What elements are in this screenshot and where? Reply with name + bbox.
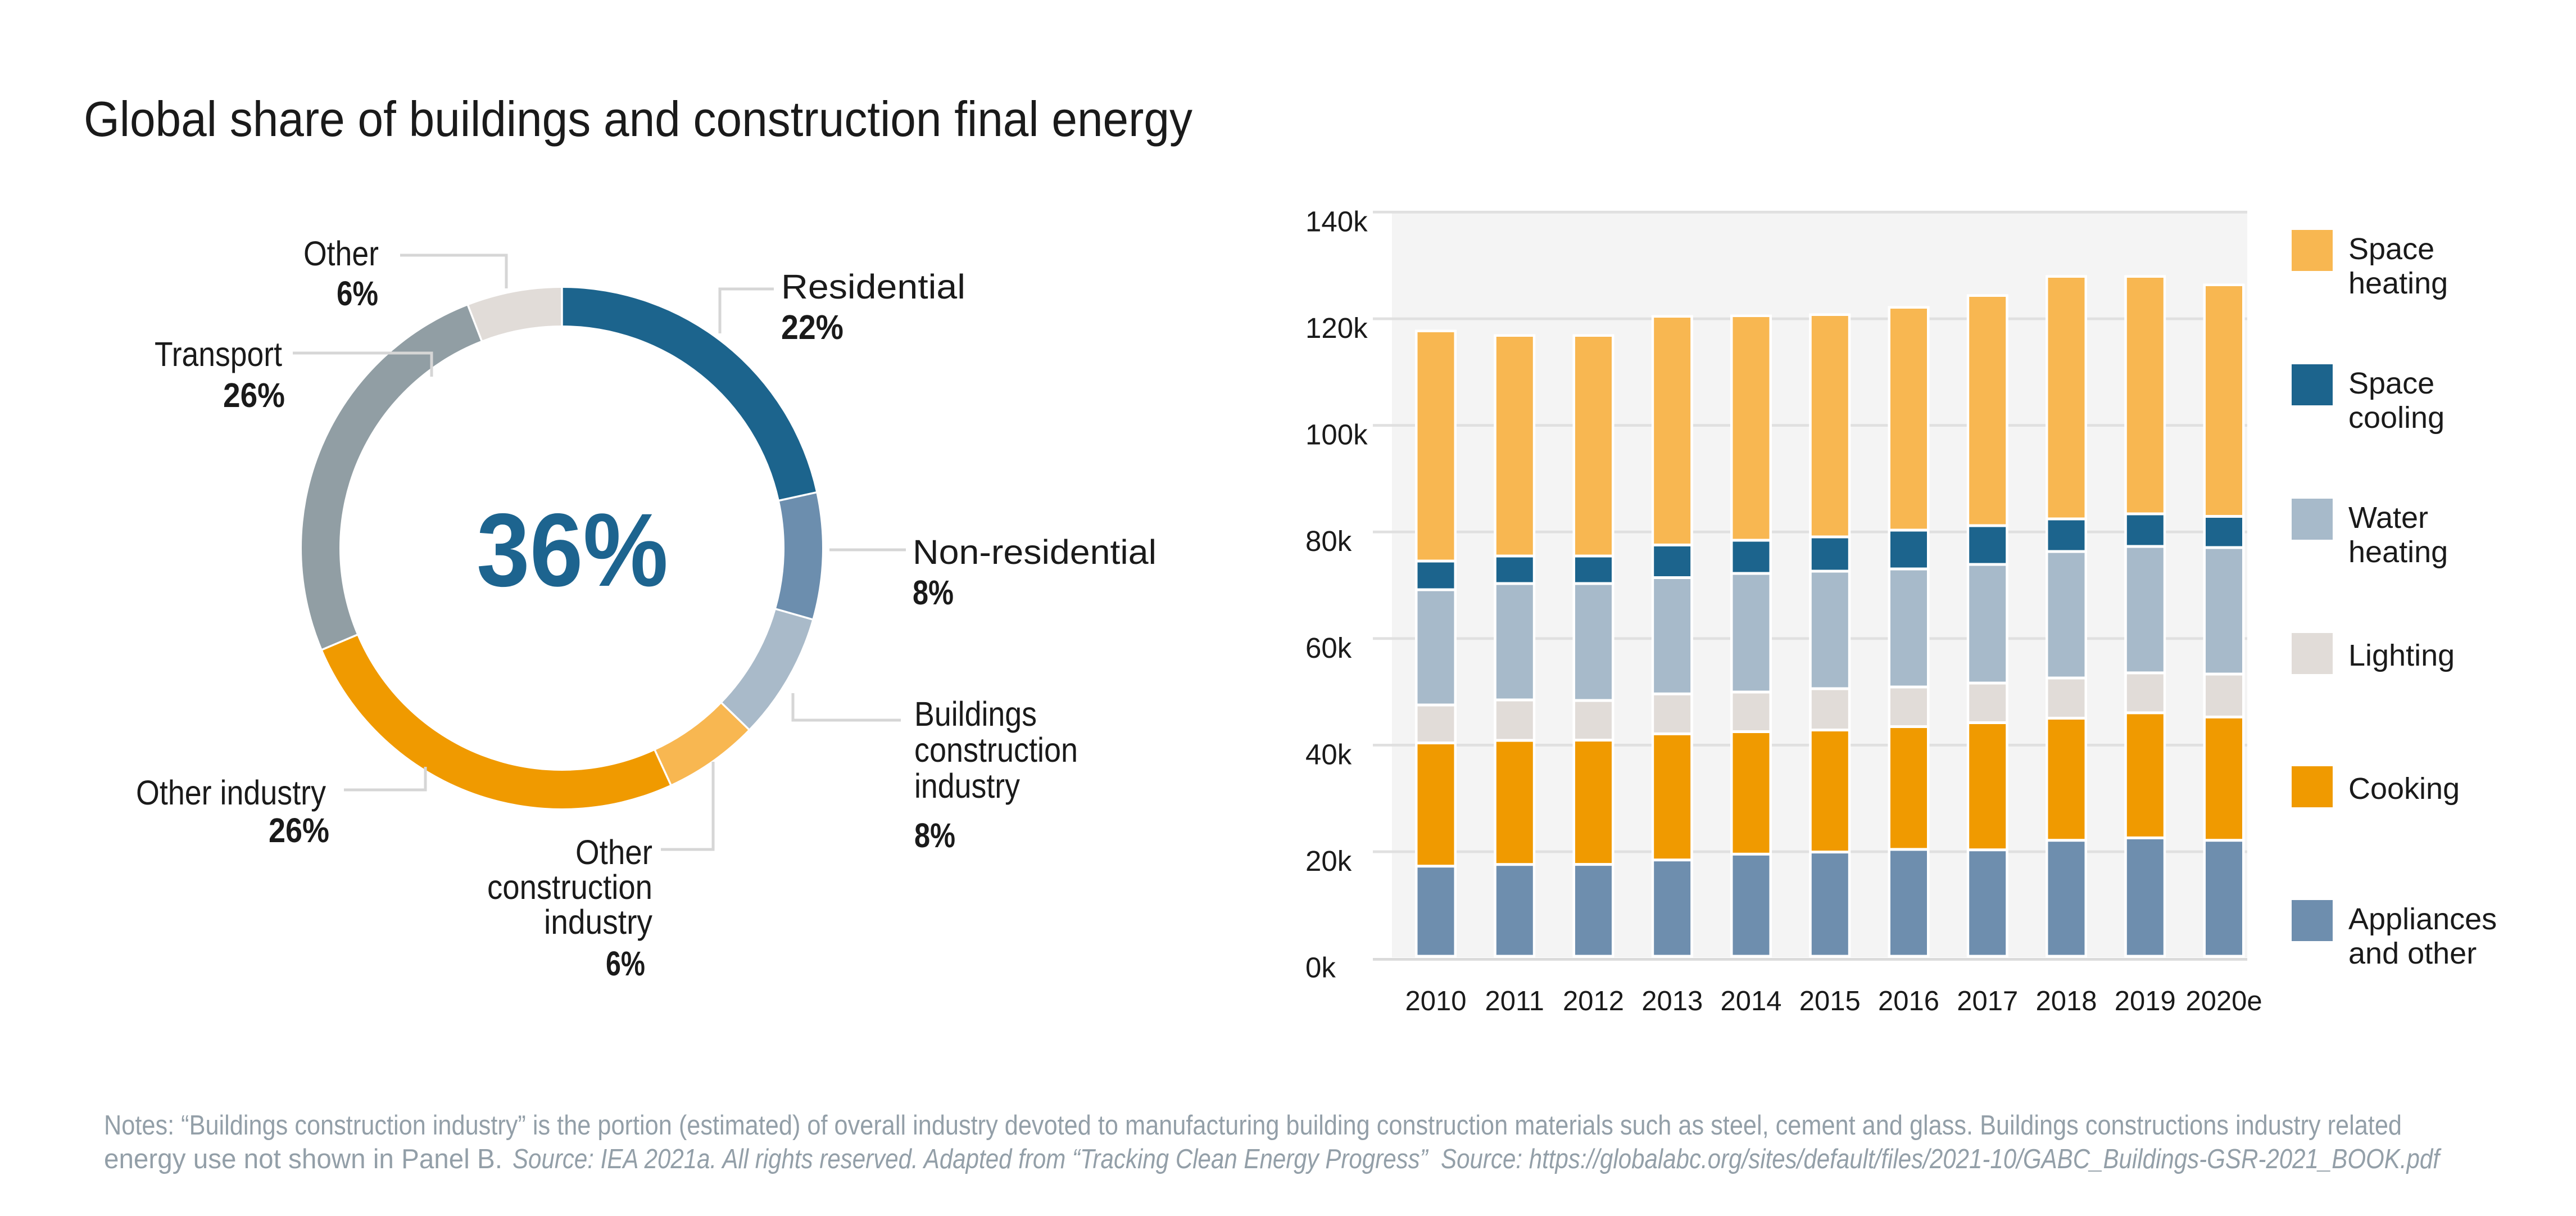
svg-text:industry: industry [544,903,652,941]
svg-text:8%: 8% [914,816,955,855]
svg-text:Source: IEA 2021a. All rights: Source: IEA 2021a. All rights reserved. … [513,1144,2442,1174]
svg-text:Other industry: Other industry [136,774,326,812]
svg-text:Global share of buildings and: Global share of buildings and constructi… [84,91,1192,147]
svg-text:6%: 6% [337,274,378,313]
svg-text:2014: 2014 [1720,986,1781,1016]
svg-text:2012: 2012 [1563,986,1624,1016]
svg-text:Cooking: Cooking [2348,772,2460,806]
svg-text:Other: Other [303,234,379,273]
svg-text:energy use not shown in Panel: energy use not shown in Panel B. [104,1144,502,1174]
svg-text:and other: and other [2348,937,2477,970]
svg-text:80k: 80k [1305,525,1352,557]
svg-text:40k: 40k [1305,738,1352,770]
svg-text:Appliances: Appliances [2348,902,2497,936]
svg-text:Notes: “Buildings construction: Notes: “Buildings construction industry”… [104,1110,2402,1141]
svg-text:construction: construction [914,731,1078,769]
svg-text:0k: 0k [1305,952,1336,984]
svg-text:heating: heating [2348,266,2448,300]
svg-text:140k: 140k [1305,205,1368,237]
svg-text:22%: 22% [781,308,843,346]
svg-text:Space: Space [2348,232,2434,266]
svg-text:2010: 2010 [1405,986,1466,1016]
svg-text:construction: construction [487,868,652,906]
svg-text:2016: 2016 [1878,986,1939,1016]
svg-text:36%: 36% [477,492,668,608]
svg-text:industry: industry [914,767,1020,805]
svg-text:2015: 2015 [1799,986,1861,1016]
svg-text:2018: 2018 [2035,986,2097,1016]
svg-text:60k: 60k [1305,632,1352,664]
svg-text:2019: 2019 [2115,986,2176,1016]
svg-text:100k: 100k [1305,419,1368,451]
svg-text:Lighting: Lighting [2348,639,2455,672]
svg-text:heating: heating [2348,535,2448,569]
svg-text:2020e: 2020e [2185,986,2262,1016]
svg-text:Non-residential: Non-residential [913,533,1157,571]
svg-text:Water: Water [2348,501,2428,535]
svg-text:Residential: Residential [781,268,965,306]
svg-text:8%: 8% [913,573,954,612]
svg-text:20k: 20k [1305,845,1352,877]
svg-text:2017: 2017 [1957,986,2018,1016]
svg-text:Buildings: Buildings [914,695,1037,733]
svg-text:cooling: cooling [2348,401,2445,435]
svg-text:26%: 26% [223,376,285,414]
svg-text:Space: Space [2348,367,2434,400]
svg-text:2011: 2011 [1485,986,1544,1016]
svg-text:Other: Other [575,833,652,871]
svg-text:Transport: Transport [155,335,282,373]
svg-text:6%: 6% [606,944,645,983]
svg-text:2013: 2013 [1641,986,1703,1016]
svg-text:26%: 26% [269,811,329,849]
svg-text:120k: 120k [1305,312,1368,344]
